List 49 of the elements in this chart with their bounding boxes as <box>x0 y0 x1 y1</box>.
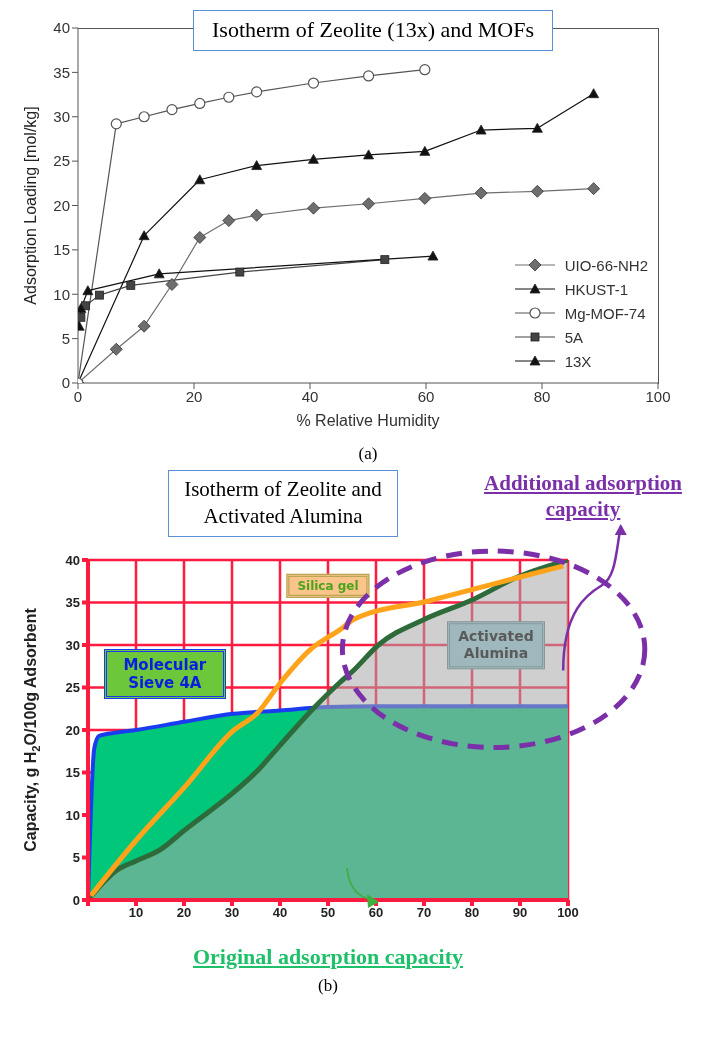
y-tick-label: 0 <box>72 892 80 908</box>
text: Additional adsorption capacity <box>483 470 683 523</box>
legend-label: 13X <box>564 352 592 370</box>
x-tick-label: 20 <box>185 387 203 405</box>
y-tick-label: 15 <box>53 241 70 259</box>
y-tick-label: 20 <box>65 722 80 738</box>
y-tick-label: 10 <box>53 285 70 303</box>
legend-label: HKUST-1 <box>564 280 628 298</box>
chart-title: Isotherm of Zeolite and Activated Alumina <box>168 470 398 537</box>
text: Original adsorption capacity <box>191 944 465 970</box>
x-tick-label: 70 <box>416 905 432 921</box>
x-tick-label: 40 <box>272 905 288 921</box>
legend-label: 5A <box>564 328 583 346</box>
series-label: Activated Alumina <box>447 621 545 669</box>
y-tick-label: 5 <box>61 329 70 347</box>
x-tick-label: 40 <box>301 387 319 405</box>
y-tick-label: 35 <box>53 63 70 81</box>
x-tick-label: 60 <box>417 387 435 405</box>
x-tick-label: 20 <box>176 905 192 921</box>
x-tick-label: 30 <box>224 905 240 921</box>
y-tick-label: 30 <box>53 108 70 126</box>
y-tick-label: 40 <box>53 19 70 37</box>
chart-title: Isotherm of Zeolite (13x) and MOFs <box>193 10 553 51</box>
x-tick-label: 10 <box>128 905 144 921</box>
legend-label: UIO-66-NH2 <box>564 256 648 274</box>
text: (b) <box>317 976 339 996</box>
y-tick-label: 15 <box>65 765 80 781</box>
y-tick-label: 30 <box>65 637 80 653</box>
x-tick-label: 100 <box>557 905 579 921</box>
x-tick-label: 50 <box>320 905 336 921</box>
x-tick-label: 80 <box>533 387 551 405</box>
text: (a) <box>357 444 379 464</box>
y-axis-title: Adsorption Loading [mol/kg] <box>21 106 39 305</box>
x-tick-label: 60 <box>368 905 384 921</box>
y-tick-label: 25 <box>65 680 80 696</box>
x-tick-label: 90 <box>512 905 528 921</box>
y-tick-label: 35 <box>65 595 80 611</box>
series-label: Silica gel <box>286 573 370 598</box>
y-tick-label: 10 <box>65 807 80 823</box>
x-tick-label: 100 <box>645 387 671 405</box>
x-tick-label: 80 <box>464 905 480 921</box>
y-tick-label: 0 <box>61 374 70 392</box>
x-axis-title: % Relative Humidity <box>296 412 440 429</box>
y-tick-label: 20 <box>53 196 70 214</box>
legend-label: Mg-MOF-74 <box>564 304 646 322</box>
y-tick-label: 40 <box>65 552 80 568</box>
series-label: Molecular Sieve 4A <box>103 648 226 699</box>
y-tick-label: 5 <box>72 850 80 866</box>
y-tick-label: 25 <box>53 152 70 170</box>
